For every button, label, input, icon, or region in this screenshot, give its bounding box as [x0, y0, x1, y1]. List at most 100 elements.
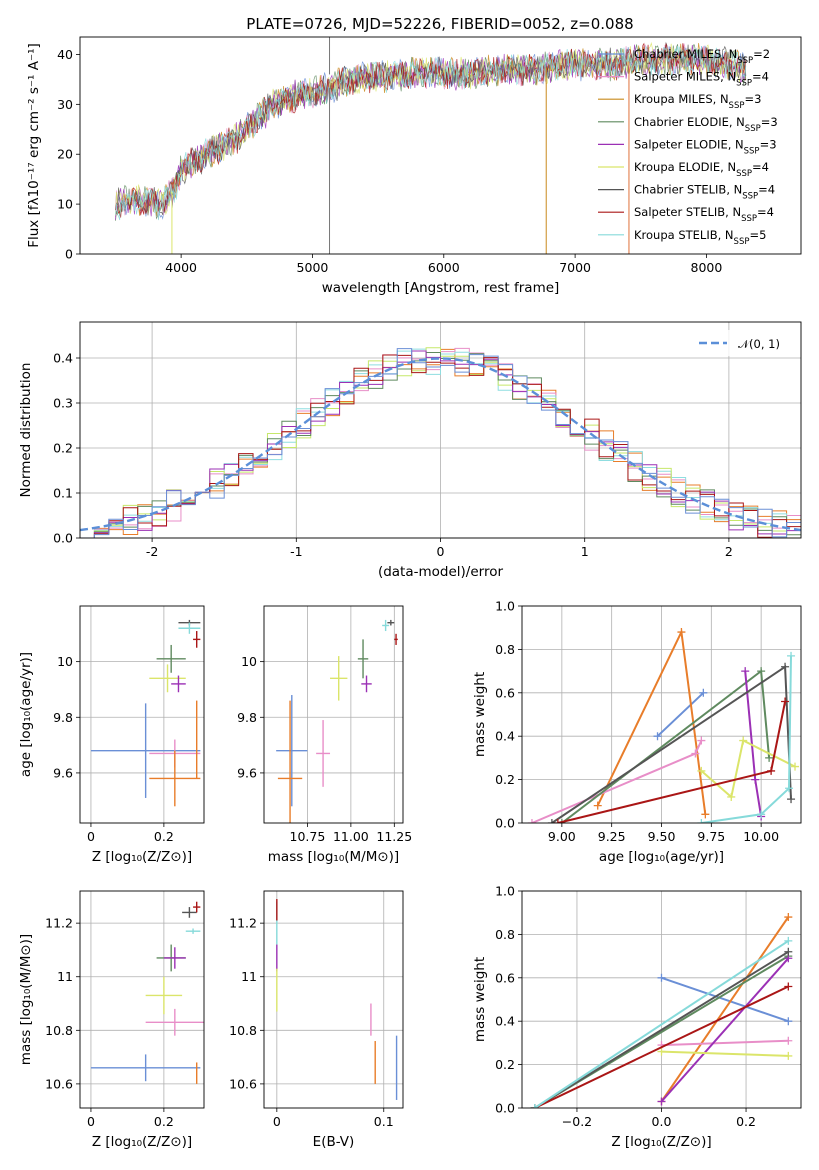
- errorbars: [276, 619, 398, 823]
- x-tick-label: 0.2: [154, 1114, 174, 1129]
- errorbar-point: [145, 976, 183, 1015]
- weight-marker: [785, 784, 794, 793]
- x-tick-label: 11.25: [376, 829, 412, 844]
- weight-line: [534, 950, 789, 1108]
- legend-label: Salpeter STELIB, NSSP=4: [634, 205, 774, 224]
- weight-marker: [691, 749, 700, 758]
- x-axis-label: wavelength [Angstrom, rest frame]: [322, 280, 560, 296]
- legend-label: 𝒩(0, 1): [738, 337, 780, 351]
- x-tick-label: 9.00: [548, 829, 576, 844]
- histograms: [80, 347, 801, 538]
- x-tick-label: 0.0: [652, 1114, 672, 1129]
- x-axis-label: mass [log₁₀(M/M⊙)]: [268, 849, 399, 865]
- x-tick-label: 4000: [165, 260, 197, 275]
- y-axis-label: mass [log₁₀(M/M⊙)]: [18, 934, 34, 1065]
- errorbar-point: [361, 675, 372, 693]
- y-tick-label: 10.8: [45, 1023, 73, 1038]
- weight-series: [530, 936, 793, 1108]
- y-tick-label: 1.0: [495, 884, 515, 899]
- legend-label: Chabrier ELODIE, NSSP=3: [634, 115, 778, 134]
- weight-line: [660, 916, 790, 1103]
- residual-legend: 𝒩(0, 1): [690, 330, 794, 356]
- y-tick-label: 10: [57, 197, 73, 212]
- weight-line: [534, 940, 789, 1108]
- panel-weight-vs-age: 9.00 9.25 9.50 9.75 10.00 0.0 0.2 0.4 0.6 0.8 1.0 a…: [472, 599, 802, 865]
- y-tick-label: 0.0: [495, 816, 515, 831]
- axes-frame: [521, 890, 802, 1109]
- grid-lines: [80, 891, 204, 1108]
- weight-line: [700, 739, 796, 799]
- axes: 9.00 9.25 9.50 9.75 10.00 0.0 0.2 0.4 0.6 0.8 1.0 a…: [472, 599, 802, 865]
- weight-marker: [781, 697, 790, 706]
- errorbar-point: [316, 720, 331, 787]
- panel-mass-vs-Z: 0 0.2 10.6 10.8 11 11.2 Z [log₁₀(Z/Z⊙)] mass [l…: [18, 890, 205, 1150]
- y-tick-label: 0.4: [495, 1014, 515, 1029]
- errorbar-point: [163, 947, 186, 969]
- x-tick-label: 10.00: [743, 829, 779, 844]
- errorbar-point: [90, 1054, 201, 1082]
- axes: 0 0.2 9.6 9.8 10 Z [log₁₀(Z/Z⊙)] age [log₁₀(ag…: [18, 605, 205, 865]
- weight-marker: [739, 736, 748, 745]
- y-axis-label: Normed distribution: [18, 363, 34, 498]
- weight-line: [534, 985, 789, 1108]
- figure-title: PLATE=0726, MJD=52226, FIBERID=0052, z=0…: [246, 15, 633, 33]
- plot-area: [90, 619, 201, 807]
- x-axis-label: E(B-V): [313, 1134, 355, 1150]
- x-tick-label: -2: [146, 544, 158, 559]
- x-tick-label: 0.1: [374, 1114, 394, 1129]
- legend-label: Kroupa MILES, NSSP=3: [634, 92, 761, 111]
- spectrum-line: [115, 45, 747, 221]
- weight-lines: [530, 913, 793, 1108]
- x-tick-label: -1: [290, 544, 302, 559]
- weight-marker: [657, 1097, 666, 1106]
- weight-line: [661, 1050, 789, 1057]
- axes-frame: [263, 890, 404, 1109]
- weight-series: [657, 913, 793, 1106]
- axes-frame: [79, 890, 205, 1109]
- axes-frame: [79, 605, 205, 824]
- panel-weight-vs-Z: −0.2 0.0 0.2 0.0 0.2 0.4 0.6 0.8 1.0 Z [log₁₀(Z/Z…: [472, 884, 802, 1150]
- y-tick-label: 0.2: [495, 1057, 515, 1072]
- axes: 4000 5000 6000 7000 8000 0 10 20 30 40 wavelength …: [26, 36, 802, 296]
- x-tick-label: 8000: [691, 260, 723, 275]
- x-tick-label: 0: [273, 1114, 281, 1129]
- weight-marker: [784, 1036, 793, 1045]
- weight-marker: [697, 766, 706, 775]
- errorbar-point: [193, 901, 201, 913]
- grid-lines: [522, 605, 801, 824]
- weight-marker: [557, 819, 566, 823]
- weight-marker: [784, 1017, 793, 1026]
- weight-marker: [784, 936, 793, 945]
- x-axis-label: (data-model)/error: [378, 564, 504, 580]
- grid-lines: [80, 606, 204, 823]
- errorbar-point: [387, 619, 395, 626]
- errorbar-point: [182, 907, 197, 918]
- panel-age-vs-mass: 10.75 11.00 11.25 9.6 9.8 10 mass [log₁₀(M/M⊙)…: [237, 605, 412, 865]
- y-tick-label: 0.2: [53, 441, 73, 456]
- x-tick-label: 1: [581, 544, 589, 559]
- y-tick-label: 0.6: [495, 685, 515, 700]
- weight-marker: [657, 1047, 666, 1056]
- y-tick-label: 1.0: [495, 599, 515, 614]
- x-axis-label: Z [log₁₀(Z/Z⊙)]: [92, 1134, 192, 1150]
- y-tick-label: 10: [57, 654, 73, 669]
- weight-marker: [547, 819, 556, 823]
- axes: -2 -1 0 1 2 0.0 0.1 0.2 0.3 0.4 (data-model)/error…: [18, 321, 802, 580]
- weight-marker: [784, 1051, 793, 1060]
- y-tick-label: 0: [65, 247, 73, 262]
- weight-marker: [791, 762, 800, 771]
- x-tick-label: 0: [87, 829, 95, 844]
- weight-marker: [767, 766, 776, 775]
- legend-box: [690, 330, 794, 356]
- errorbar-point: [156, 644, 186, 673]
- axes-frame: [521, 605, 802, 824]
- weight-marker: [741, 667, 750, 676]
- y-tick-label: 11: [241, 969, 257, 984]
- weight-series: [653, 688, 708, 741]
- weight-series: [553, 697, 790, 823]
- grid-lines: [264, 606, 403, 823]
- x-tick-label: 7000: [559, 260, 591, 275]
- axes-frame: [263, 605, 404, 824]
- x-tick-label: 6000: [428, 260, 460, 275]
